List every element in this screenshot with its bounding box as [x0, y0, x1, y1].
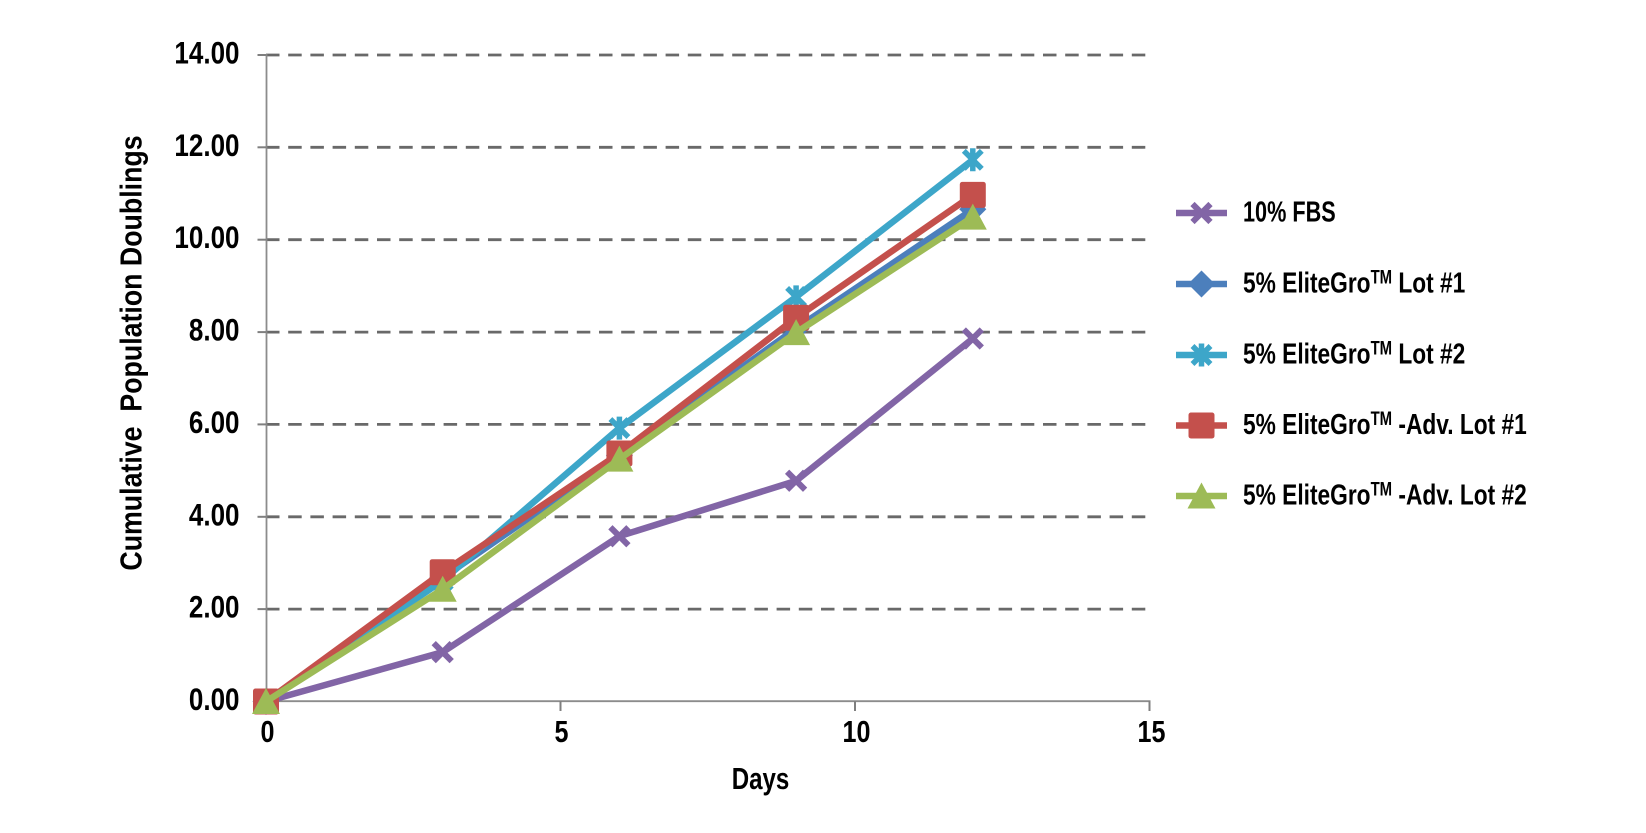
svg-text:8.00: 8.00: [189, 313, 240, 348]
svg-text:14.00: 14.00: [174, 36, 239, 71]
svg-text:5% EliteGroTM Lot #1: 5% EliteGroTM Lot #1: [1243, 266, 1465, 299]
svg-text:5: 5: [555, 713, 569, 748]
svg-text:10.00: 10.00: [174, 221, 239, 256]
svg-text:0.00: 0.00: [189, 683, 240, 718]
svg-text:5% EliteGroTM Lot #2: 5% EliteGroTM Lot #2: [1243, 337, 1465, 370]
svg-text:Cumulative Population Doublin: Cumulative Population Doublings: [115, 135, 149, 570]
svg-text:10: 10: [843, 713, 871, 748]
svg-text:Days: Days: [732, 761, 790, 795]
svg-text:12.00: 12.00: [174, 129, 239, 164]
svg-text:4.00: 4.00: [189, 498, 240, 533]
svg-text:6.00: 6.00: [189, 406, 240, 441]
svg-text:0: 0: [261, 713, 275, 748]
svg-text:15: 15: [1138, 713, 1166, 748]
svg-text:2.00: 2.00: [189, 590, 240, 625]
svg-text:10% FBS: 10% FBS: [1243, 197, 1336, 229]
